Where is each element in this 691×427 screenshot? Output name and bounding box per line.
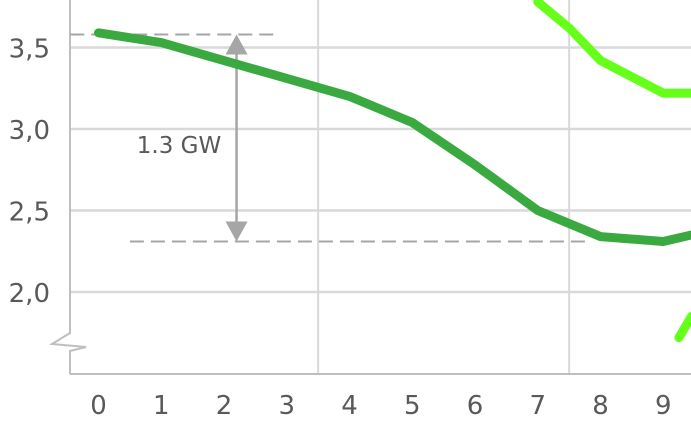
y-tick-label: 3,0: [9, 116, 50, 146]
x-tick-label: 8: [592, 391, 609, 421]
x-tick-label: 5: [404, 391, 421, 421]
tick-labels: 2,0 2,5 3,0 3,5 0 1 2 3 4 5 6 7 8 9: [9, 35, 672, 422]
x-tick-label: 4: [341, 391, 358, 421]
annotation-arrowhead-down: [225, 221, 248, 242]
annotation-arrowhead-up: [225, 34, 248, 55]
y-axis-break: [48, 332, 87, 352]
y-tick-label: 3,5: [9, 35, 50, 65]
series-layer: [94, 0, 691, 343]
axis-layer: [48, 0, 691, 375]
series-line-2: [533, 0, 691, 98]
series-line-1: [94, 28, 691, 246]
x-tick-label: 0: [90, 391, 107, 421]
x-tick-label: 1: [153, 391, 170, 421]
x-tick-label: 3: [278, 391, 295, 421]
x-tick-label: 6: [467, 391, 484, 421]
y-tick-label: 2,5: [9, 198, 50, 228]
y-tick-label: 2,0: [9, 279, 50, 309]
series-line-3: [674, 312, 691, 343]
annotation-label: 1.3 GW: [137, 133, 221, 159]
x-tick-label: 2: [216, 391, 233, 421]
x-tick-label: 7: [529, 391, 546, 421]
x-tick-label: 9: [655, 391, 672, 421]
